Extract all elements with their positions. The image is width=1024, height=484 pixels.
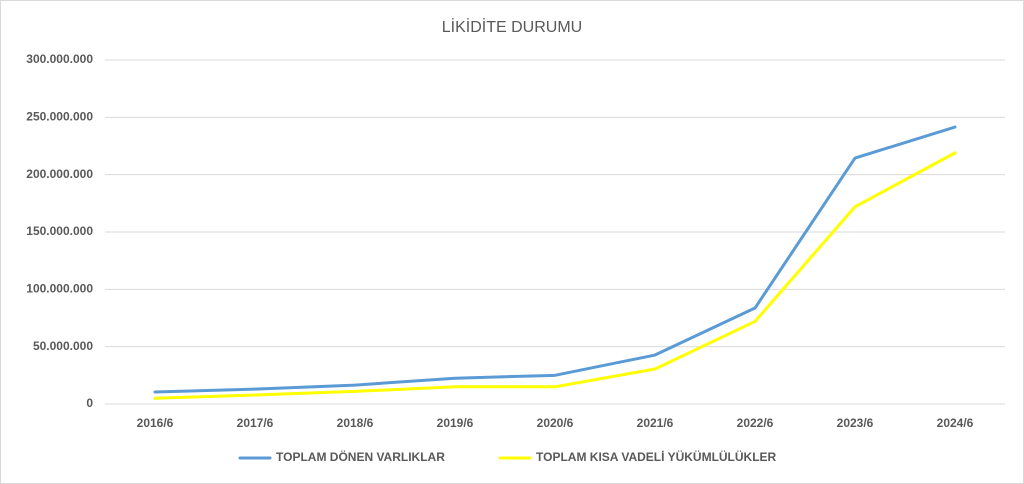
y-tick-label: 150.000.000 (26, 224, 93, 238)
y-tick-label: 200.000.000 (26, 167, 93, 181)
y-tick-label: 0 (86, 396, 93, 410)
x-tick-label: 2018/6 (337, 416, 374, 430)
legend-label: TOPLAM KISA VADELİ YÜKÜMLÜLÜKLER (536, 449, 777, 464)
x-tick-label: 2023/6 (837, 416, 874, 430)
x-tick-label: 2024/6 (937, 416, 974, 430)
legend-label: TOPLAM DÖNEN VARLIKLAR (276, 449, 445, 464)
x-tick-label: 2020/6 (537, 416, 574, 430)
y-tick-label: 100.000.000 (26, 282, 93, 296)
x-tick-label: 2016/6 (137, 416, 174, 430)
y-tick-label: 250.000.000 (26, 110, 93, 124)
chart-title: LİKİDİTE DURUMU (442, 17, 582, 36)
x-tick-label: 2017/6 (237, 416, 274, 430)
x-tick-label: 2021/6 (637, 416, 674, 430)
y-tick-label: 300.000.000 (26, 52, 93, 66)
series-line (153, 125, 957, 394)
y-tick-label: 50.000.000 (33, 339, 93, 353)
x-tick-label: 2022/6 (737, 416, 774, 430)
series-line (153, 151, 957, 400)
x-tick-label: 2019/6 (437, 416, 474, 430)
